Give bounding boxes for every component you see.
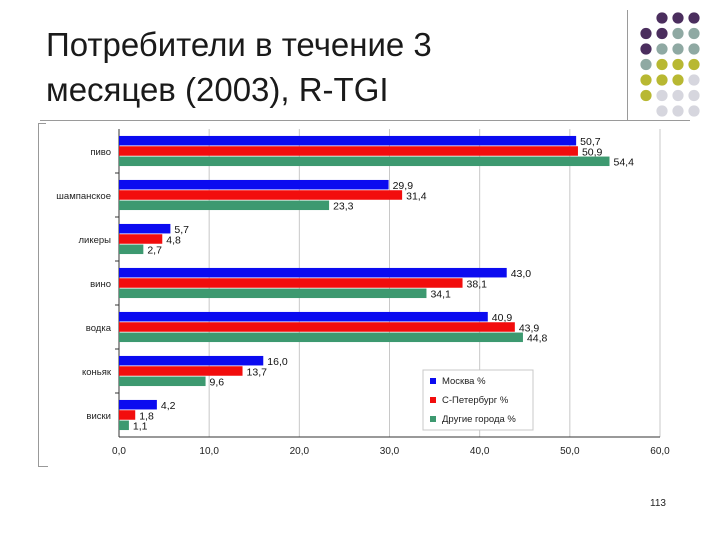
data-label: 2,7 <box>147 245 162 257</box>
bar <box>119 190 403 200</box>
data-label: 9,6 <box>210 377 225 389</box>
legend-box <box>422 369 534 431</box>
bar <box>119 234 163 244</box>
bar <box>119 366 243 376</box>
data-label: 31,4 <box>406 190 427 202</box>
data-label: 44,8 <box>527 333 548 345</box>
bar <box>119 399 157 410</box>
category-label: коньяк <box>82 367 112 378</box>
decor-dot <box>640 74 652 86</box>
decor-dot <box>656 58 668 71</box>
decor-dot <box>640 43 652 55</box>
category-label: виски <box>86 411 111 422</box>
data-label: 1,8 <box>139 410 154 422</box>
decor-dot <box>688 74 700 86</box>
decor-horizontal-rule <box>40 120 690 121</box>
decor-dot <box>656 105 668 117</box>
legend-swatch <box>430 397 436 403</box>
decor-dot <box>672 74 684 86</box>
bar <box>119 332 523 343</box>
chart-frame: 0,0 10,0 20,0 30,0 40,0 50,0 60,0 пиво 50,7 50,9 5… <box>38 123 670 468</box>
data-label: 1,1 <box>133 421 148 433</box>
data-label: 5,7 <box>174 224 189 236</box>
decor-dot <box>688 27 700 40</box>
decor-dot <box>672 43 684 55</box>
bar <box>119 355 264 366</box>
bar <box>119 420 129 431</box>
bar <box>119 288 427 299</box>
data-label: 4,2 <box>161 400 176 412</box>
bar <box>119 311 488 322</box>
legend-label: С-Петербург % <box>442 395 509 406</box>
decor-dot <box>672 12 684 24</box>
page-number: 113 <box>650 498 666 509</box>
slide-title: Потребители в течение 3 месяцев (2003), … <box>46 22 566 112</box>
x-tick-label: 40,0 <box>470 446 490 457</box>
decor-dot <box>656 74 668 86</box>
decor-dot <box>672 105 684 117</box>
x-tick-label: 50,0 <box>560 446 580 457</box>
legend-label: Москва % <box>442 376 486 387</box>
decor-dot <box>688 89 700 102</box>
x-tick-label: 20,0 <box>290 446 310 457</box>
data-label: 50,9 <box>582 146 603 158</box>
data-label: 43,0 <box>511 268 532 280</box>
bar <box>119 267 507 278</box>
legend-swatch <box>430 378 436 384</box>
data-label: 50,7 <box>580 136 601 148</box>
decor-dot <box>656 12 668 24</box>
data-label: 23,3 <box>333 201 354 213</box>
data-label: 34,1 <box>430 289 451 301</box>
bar <box>119 244 144 255</box>
decor-dot <box>672 89 684 102</box>
legend-label: Другие города % <box>442 414 516 425</box>
category-label: водка <box>86 323 112 334</box>
decor-dot <box>656 89 668 102</box>
decor-dot <box>688 12 700 24</box>
category-label: шампанское <box>56 191 111 202</box>
x-tick-label: 60,0 <box>650 446 670 457</box>
decor-dot-grid <box>640 12 700 117</box>
decor-dot <box>656 27 668 40</box>
decor-dot <box>640 89 652 102</box>
data-label: 54,4 <box>614 157 635 169</box>
slide-title-line-1: Потребители в течение 3 <box>46 26 432 63</box>
data-label: 43,9 <box>519 322 540 334</box>
data-label: 38,1 <box>467 278 488 290</box>
bar <box>119 156 610 167</box>
x-tick-label: 0,0 <box>112 446 126 457</box>
category-label: ликеры <box>78 235 111 246</box>
decor-vertical-rule <box>627 10 628 120</box>
bar-chart: 0,0 10,0 20,0 30,0 40,0 50,0 60,0 пиво 50,750,9 5… <box>38 123 670 468</box>
slide-title-line-2: месяцев (2003), R-TGI <box>46 71 389 108</box>
bar <box>119 146 578 156</box>
bar <box>119 135 577 146</box>
bar <box>119 200 330 211</box>
data-label: 40,9 <box>492 312 513 324</box>
decor-dot <box>688 105 700 117</box>
decor-dot <box>672 27 684 40</box>
bar <box>119 322 515 332</box>
bar <box>119 179 389 190</box>
decor-dot <box>640 58 652 71</box>
category-label: пиво <box>90 147 111 158</box>
data-label: 13,7 <box>247 366 268 378</box>
decor-dot <box>656 43 668 55</box>
x-tick-label: 30,0 <box>380 446 400 457</box>
decor-dot <box>672 58 684 71</box>
decor-dot <box>640 27 652 40</box>
decor-dot <box>688 58 700 71</box>
x-tick-label: 10,0 <box>199 446 219 457</box>
data-label: 16,0 <box>267 356 288 368</box>
bar <box>119 410 136 420</box>
category-label: вино <box>90 279 111 290</box>
bar <box>119 223 171 234</box>
decor-dot <box>688 43 700 55</box>
bar <box>119 376 206 387</box>
legend-swatch <box>430 416 436 422</box>
data-label: 4,8 <box>166 234 181 246</box>
data-label: 29,9 <box>393 180 414 192</box>
bar <box>119 278 463 288</box>
